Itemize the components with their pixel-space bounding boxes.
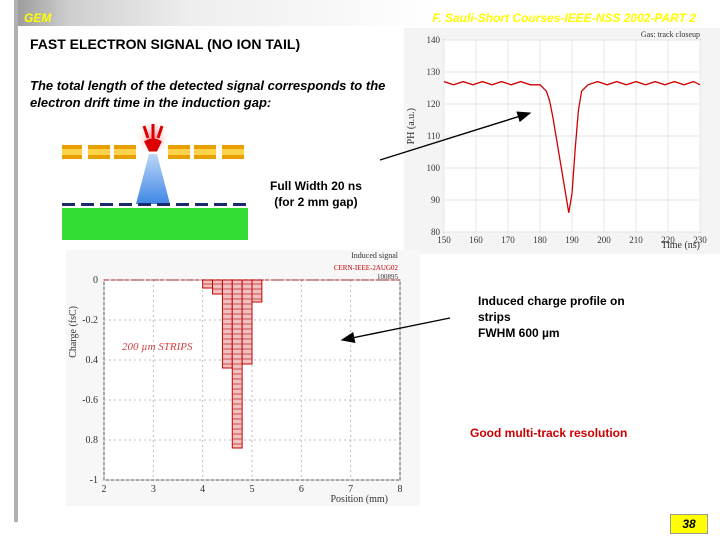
charge-legend-1: CERN-IEEE-2AUG02: [334, 264, 399, 272]
charge-chart-title: Induced signal: [351, 251, 399, 260]
charge-xtick-2: 4: [200, 484, 205, 495]
charge-bars: [202, 279, 263, 449]
charge-ticks: 2 3 4 5 6 7 8 0 -0.2 0.4 -0.6 0.8 -1: [82, 275, 402, 495]
readout-strip-0: [62, 203, 75, 206]
gem-foil-top-1: [88, 145, 110, 149]
gem-foil-top-5: [222, 145, 244, 149]
gem-foil-bottom-1: [88, 155, 110, 159]
gem-foil-bottom-2: [114, 155, 136, 159]
gem-foil-bottom-5: [222, 155, 244, 159]
readout-strip-6: [176, 203, 189, 206]
charge-ytick-4: 0.8: [86, 435, 99, 446]
gem-foil-core-1: [88, 149, 110, 155]
readout-strip-8: [214, 203, 227, 206]
slide-title: FAST ELECTRON SIGNAL (NO ION TAIL): [30, 36, 301, 52]
gem-schematic: [62, 114, 248, 240]
gem-foil-core-2: [114, 149, 136, 155]
pulse-xtick-5: 200: [597, 235, 611, 245]
charge-annotation: 200 µm STRIPS: [122, 341, 193, 353]
pulse-ytick-5: 130: [427, 67, 441, 77]
readout-strip-9: [233, 203, 246, 206]
charge-ytick-2: 0.4: [86, 355, 99, 366]
pulse-ytick-4: 120: [427, 99, 441, 109]
page-number-badge: 38: [670, 514, 708, 534]
charge-bar-1: [212, 279, 223, 295]
gem-foil-core-0: [62, 149, 82, 155]
pulse-ytick-0: 80: [431, 227, 441, 237]
charge-xtick-6: 8: [398, 484, 403, 495]
full-width-line-2: (for 2 mm gap): [274, 195, 358, 209]
charge-ytick-3: -0.6: [82, 395, 98, 406]
pulse-xlabel: Time (ns): [661, 240, 700, 251]
induced-charge-note: Induced charge profile on strips FWHM 60…: [478, 293, 625, 341]
gem-foil-bottom-0: [62, 155, 82, 159]
readout-strip-5: [157, 203, 170, 206]
gem-foil-core-5: [222, 149, 244, 155]
readout-strip-7: [195, 203, 208, 206]
charge-xtick-5: 7: [348, 484, 353, 495]
pulse-grid: [443, 39, 701, 233]
pulse-ytick-2: 100: [427, 163, 441, 173]
readout-strips: [62, 203, 246, 206]
pulse-xtick-6: 210: [629, 235, 643, 245]
avalanche-icon: [142, 124, 164, 152]
intro-text: The total length of the detected signal …: [30, 78, 386, 110]
gem-foil-top-2: [114, 145, 136, 149]
charge-xtick-0: 2: [102, 484, 107, 495]
charge-xtick-1: 3: [151, 484, 156, 495]
charge-ytick-5: -1: [90, 475, 98, 486]
gem-foil-bottom-4: [194, 155, 216, 159]
multitrack-note: Good multi-track resolution: [470, 426, 628, 440]
gem-foil-top-0: [62, 145, 82, 149]
pulse-ytick-1: 90: [431, 195, 441, 205]
gem-foil-top-3: [168, 145, 190, 149]
header-bar: [14, 0, 720, 26]
header-left: GEM: [24, 11, 52, 25]
pulse-ylabel: PH (a.u.): [406, 108, 417, 144]
gem-foil-core-4: [194, 149, 216, 155]
anode-plane: [62, 208, 248, 240]
pulse-ytick-6: 140: [427, 35, 441, 45]
pulse-xtick-0: 150: [437, 235, 451, 245]
readout-strip-4: [138, 203, 151, 206]
charge-xtick-3: 5: [250, 484, 255, 495]
pulse-xtick-4: 190: [565, 235, 579, 245]
readout-strip-2: [100, 203, 113, 206]
charge-ytick-1: -0.2: [82, 315, 98, 326]
pulse-chart-title: Gas: track closeup: [641, 30, 700, 39]
electron-cloud-cone: [136, 154, 170, 204]
full-width-line-1: Full Width 20 ns: [270, 179, 362, 193]
charge-bar-4: [241, 279, 253, 365]
pulse-chart: 150 160 170 180 190 200 210 220 230 80 90 100 110 120…: [404, 28, 720, 254]
pulse-xtick-3: 180: [533, 235, 547, 245]
pulse-xtick-2: 170: [501, 235, 515, 245]
gem-foil-top-4: [194, 145, 216, 149]
charge-ytick-0: 0: [93, 275, 98, 286]
charge-chart: 2 3 4 5 6 7 80-0.20.4-0.60.8-1 Induced signal …: [66, 250, 420, 506]
left-margin-line: [14, 0, 18, 522]
pulse-series-line: [443, 80, 701, 213]
header-right: F. Sauli-Short Courses-IEEE-NSS 2002-PAR…: [432, 11, 696, 25]
charge-legend-2: 100895: [377, 273, 399, 281]
charge-ylabel: Charge (fsC): [68, 306, 79, 358]
induced-line-1: Induced charge profile on: [478, 294, 625, 308]
gem-foil: [62, 145, 244, 159]
gem-foil-bottom-3: [168, 155, 190, 159]
charge-xtick-4: 6: [299, 484, 304, 495]
pulse-xtick-1: 160: [469, 235, 483, 245]
readout-strip-1: [81, 203, 94, 206]
readout-strip-3: [119, 203, 132, 206]
pulse-ytick-3: 110: [427, 131, 441, 141]
charge-xlabel: Position (mm): [330, 494, 388, 505]
pulse-xtick-7: 220: [661, 235, 675, 245]
charge-bar-5: [251, 279, 263, 303]
induced-line-3: FWHM 600 µm: [478, 326, 560, 340]
gem-foil-core-3: [168, 149, 190, 155]
pulse-xtick-8: 230: [693, 235, 707, 245]
full-width-note: Full Width 20 ns (for 2 mm gap): [270, 178, 362, 210]
induced-line-2: strips: [478, 310, 511, 324]
